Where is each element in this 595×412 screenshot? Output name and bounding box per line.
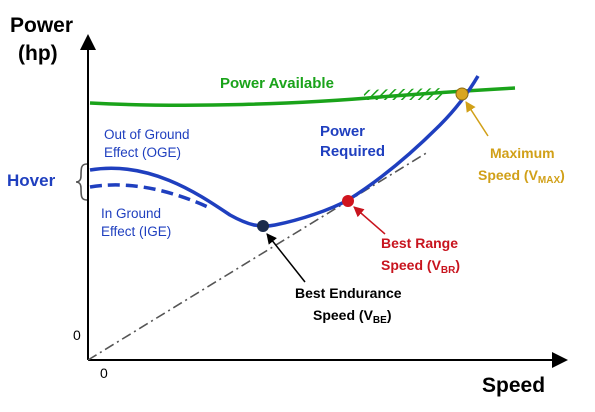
max-speed-point [455, 87, 469, 101]
oge-label-line1: Out of Ground [104, 127, 190, 142]
ige-curve [89, 183, 211, 210]
max-speed-arrow [465, 101, 489, 137]
max-speed-label-line1: Maximum [490, 145, 555, 161]
power-required-label-line2: Required [320, 143, 385, 160]
oge-label-line2: Effect (OGE) [104, 145, 181, 160]
origin-x-label: 0 [100, 365, 108, 381]
best-endurance-point [257, 220, 269, 232]
max-speed-label-line2: Speed (VMAX) [478, 167, 565, 186]
x-axis-label: Speed [482, 374, 545, 397]
power-required-curve [89, 75, 480, 228]
best-range-point [342, 195, 354, 207]
y-axis-label-line2: (hp) [18, 42, 58, 65]
best-range-label-line2: Speed (VBR) [381, 257, 460, 276]
best-endurance-label-line1: Best Endurance [295, 285, 402, 301]
ige-label-line1: In Ground [101, 206, 161, 221]
best-endurance-arrow [266, 233, 306, 283]
power-required-label-line1: Power [320, 123, 365, 140]
hover-brace [75, 163, 88, 201]
best-range-arrow [353, 206, 386, 235]
hover-label: Hover [7, 171, 56, 190]
tangent-line [87, 151, 429, 361]
best-endurance-label-line2: Speed (VBE) [313, 307, 391, 326]
power-available-label: Power Available [220, 75, 334, 92]
y-axis-label-line1: Power [10, 14, 73, 37]
best-range-label-line1: Best Range [381, 235, 458, 251]
origin-y-label: 0 [73, 327, 81, 343]
ige-label-line2: Effect (IGE) [101, 224, 171, 239]
